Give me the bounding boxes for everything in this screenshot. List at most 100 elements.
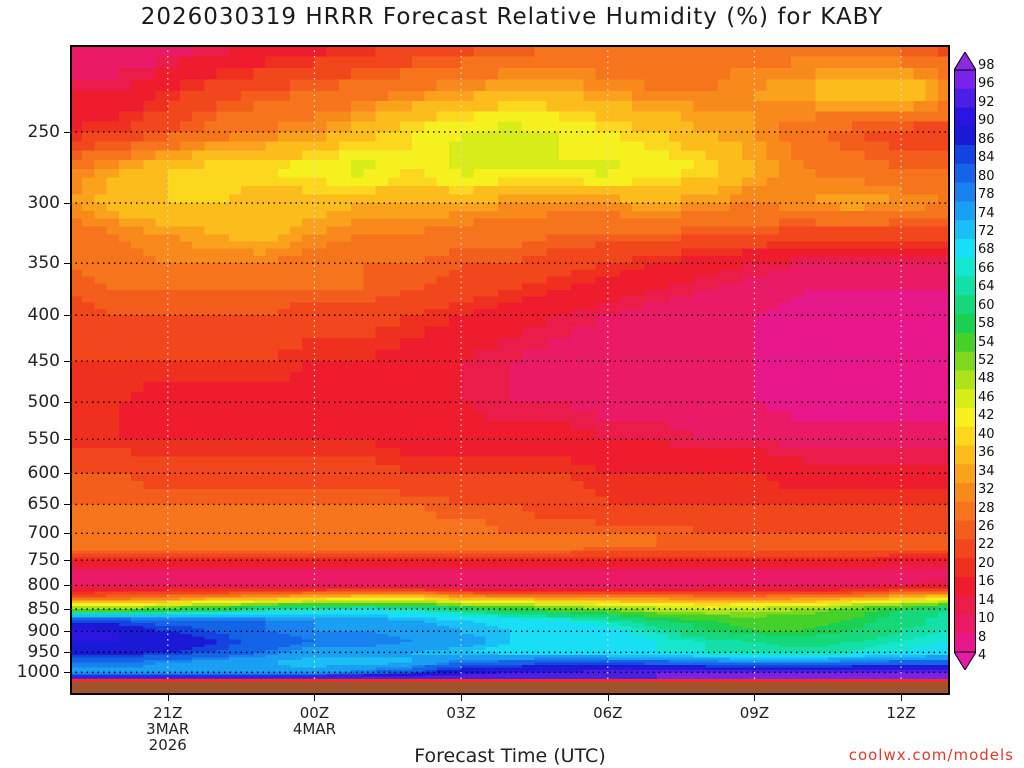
heatmap-cell — [412, 560, 426, 565]
heatmap-cell — [387, 67, 401, 81]
heatmap-cell — [400, 560, 413, 565]
heatmap-cell — [265, 391, 279, 403]
heatmap-cell — [778, 349, 792, 362]
heatmap-cell — [510, 464, 523, 474]
heatmap-cell — [656, 67, 670, 81]
heatmap-cell — [705, 563, 719, 568]
heatmap-cell — [94, 504, 108, 513]
heatmap-cell — [681, 496, 694, 506]
heatmap-cell — [448, 263, 462, 271]
heatmap-cell — [852, 226, 866, 235]
heatmap-cell — [632, 504, 646, 513]
heatmap-cell — [791, 67, 804, 81]
heatmap-cell — [216, 496, 230, 506]
heatmap-cell — [302, 111, 316, 123]
heatmap-cell — [742, 177, 756, 187]
heatmap-cell — [913, 338, 927, 351]
heatmap-cell — [901, 550, 914, 555]
heatmap-cell — [595, 526, 609, 534]
heatmap-cell — [827, 296, 841, 304]
heatmap-cell — [583, 430, 597, 440]
heatmap-cell — [595, 226, 609, 235]
heatmap-cell — [216, 540, 230, 545]
heatmap-cell — [448, 101, 462, 113]
heatmap-cell — [436, 540, 450, 545]
heatmap-cell — [461, 131, 474, 142]
heatmap-cell — [607, 177, 621, 187]
heatmap-cell — [326, 543, 340, 548]
heatmap-cell — [412, 536, 426, 541]
heatmap-cell — [852, 218, 866, 228]
heatmap-cell — [118, 543, 132, 548]
heatmap-cell — [803, 391, 817, 403]
heatmap-cell — [412, 194, 426, 204]
heatmap-cell — [742, 234, 756, 243]
heatmap-cell — [497, 169, 511, 179]
heatmap-cell — [656, 349, 670, 362]
heatmap-cell — [302, 177, 316, 187]
heatmap-cell — [852, 511, 866, 520]
heatmap-cell — [338, 79, 352, 92]
heatmap-cell — [620, 553, 633, 558]
heatmap-cell — [106, 186, 120, 196]
heatmap-cell — [228, 226, 242, 235]
heatmap-cell — [668, 121, 682, 133]
heatmap-cell — [94, 473, 108, 482]
heatmap-cell — [204, 90, 218, 102]
heatmap-cell — [840, 177, 853, 187]
heatmap-cell — [815, 121, 829, 133]
heatmap-cell — [241, 226, 254, 235]
heatmap-cell — [82, 131, 96, 142]
heatmap-cell — [717, 263, 731, 271]
heatmap-cell — [668, 226, 682, 235]
heatmap-cell — [118, 194, 132, 204]
heatmap-cell — [82, 556, 96, 561]
heatmap-cell — [363, 439, 377, 449]
heatmap-cell — [583, 456, 597, 466]
heatmap-cell — [314, 496, 328, 506]
heatmap-cell — [204, 194, 218, 204]
heatmap-cell — [925, 371, 939, 383]
heatmap-cell — [571, 302, 584, 310]
heatmap-cell — [668, 381, 682, 393]
heatmap-cell — [180, 569, 193, 574]
heatmap-cell — [534, 547, 548, 551]
heatmap-cell — [400, 547, 413, 551]
heatmap-cell — [400, 553, 413, 558]
heatmap-cell — [290, 194, 303, 204]
heatmap-cell — [827, 566, 841, 571]
heatmap-cell — [314, 269, 328, 278]
heatmap-cell — [448, 315, 462, 328]
heatmap-cell — [424, 150, 438, 161]
heatmap-cell — [558, 550, 572, 555]
heatmap-cell — [192, 402, 206, 413]
heatmap-cell — [534, 276, 548, 284]
heatmap-cell — [583, 315, 597, 328]
heatmap-cell — [131, 563, 144, 568]
heatmap-cell — [448, 269, 462, 278]
heatmap-cell — [131, 569, 144, 574]
heatmap-cell — [522, 439, 536, 449]
heatmap-cell — [143, 540, 157, 545]
heatmap-cell — [754, 349, 768, 362]
heatmap-cell — [424, 381, 438, 393]
heatmap-cell — [778, 302, 792, 310]
heatmap-cell — [131, 420, 144, 431]
heatmap-cell — [607, 56, 621, 69]
heatmap-cell — [253, 464, 267, 474]
heatmap-cell — [436, 547, 450, 551]
heatmap-cell — [583, 234, 597, 243]
heatmap-cell — [864, 255, 878, 264]
heatmap-cell — [717, 536, 731, 541]
heatmap-cell — [644, 111, 658, 123]
heatmap-cell — [448, 326, 462, 339]
heatmap-cell — [937, 186, 950, 196]
heatmap-cell — [363, 290, 377, 297]
heatmap-cell — [595, 543, 609, 548]
heatmap-cell — [864, 560, 878, 565]
heatmap-cell — [461, 121, 474, 133]
heatmap-cell — [681, 464, 694, 474]
heatmap-cell — [167, 504, 181, 513]
heatmap-cell — [265, 464, 279, 474]
heatmap-cell — [766, 511, 780, 520]
